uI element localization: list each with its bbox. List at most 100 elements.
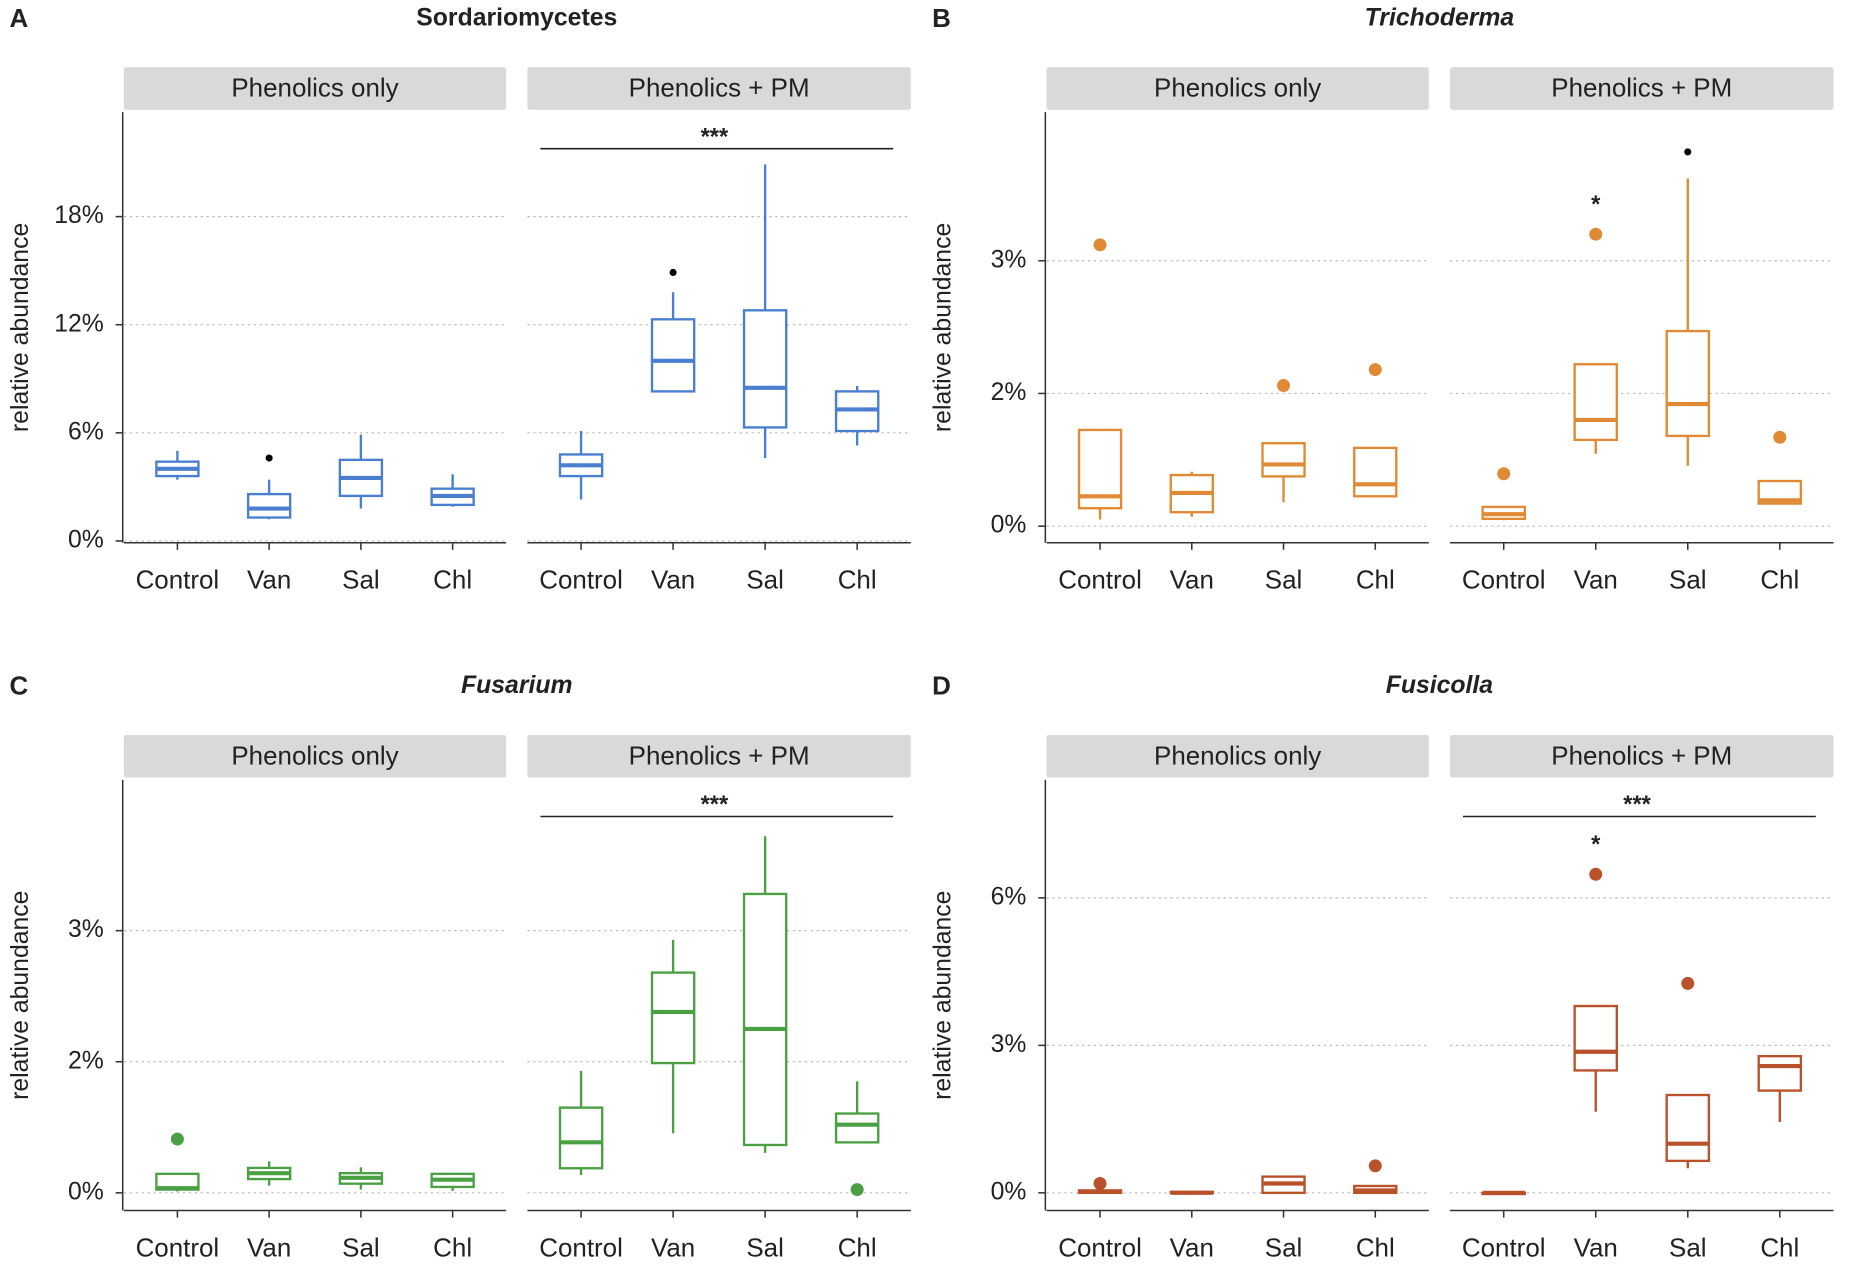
x-tick-label: Chl (1356, 1234, 1395, 1262)
significance-label: *** (701, 791, 729, 817)
facet-label: Phenolics + PM (1551, 75, 1732, 103)
box (1261, 442, 1306, 478)
y-axis-label: relative abundance (929, 891, 956, 1100)
outlier (1589, 227, 1603, 241)
x-tick-label: Sal (1265, 567, 1303, 595)
outlier (669, 268, 677, 277)
facet-strip (527, 67, 911, 110)
x-tick-label: Control (1462, 1234, 1546, 1262)
outlier (265, 454, 273, 462)
y-tick-label: 6% (68, 418, 104, 445)
x-tick-label: Control (136, 567, 220, 595)
facet-strip (527, 735, 911, 778)
box (834, 1112, 880, 1144)
box (650, 318, 696, 393)
y-tick-label: 0% (68, 526, 104, 553)
outlier (1093, 238, 1107, 252)
panel-title: Fusarium (461, 672, 572, 699)
box (1353, 446, 1398, 498)
panel-label: D (932, 673, 951, 701)
x-tick-label: Control (1058, 567, 1142, 595)
y-tick-label: 2% (68, 1047, 104, 1074)
x-tick-label: Chl (433, 1234, 472, 1262)
outlier (1497, 467, 1511, 481)
outlier (1684, 148, 1692, 156)
x-tick-label: Van (247, 567, 291, 595)
y-tick-label: 0% (991, 1178, 1027, 1205)
outlier (1681, 976, 1695, 990)
panel-title: Sordariomycetes (416, 4, 617, 31)
outlier (170, 1132, 184, 1146)
y-tick-label: 0% (991, 512, 1027, 539)
facet-label: Phenolics + PM (629, 742, 810, 770)
y-axis-label: relative abundance (7, 891, 34, 1100)
facet-strip (1450, 735, 1834, 778)
box (742, 892, 788, 1147)
box (1665, 329, 1711, 438)
x-tick-label: Chl (838, 1234, 877, 1262)
facet-label: Phenolics only (231, 75, 398, 103)
outlier (850, 1183, 864, 1197)
facet-strip (123, 67, 507, 110)
facet-label: Phenolics + PM (629, 75, 810, 103)
y-axis-label: relative abundance (7, 223, 34, 432)
x-tick-label: Control (539, 567, 623, 595)
x-tick-label: Control (1058, 1234, 1142, 1262)
x-tick-label: Sal (746, 1234, 784, 1262)
box (246, 492, 292, 519)
facet-strip (1450, 67, 1834, 110)
outlier (1277, 378, 1291, 392)
box (650, 971, 696, 1065)
box (742, 309, 788, 429)
significance-label: * (1591, 831, 1601, 857)
x-tick-label: Control (1462, 567, 1546, 595)
y-tick-label: 6% (991, 883, 1027, 910)
x-tick-label: Sal (1669, 1234, 1707, 1262)
box (1757, 1054, 1803, 1092)
significance-label: *** (1623, 791, 1651, 817)
x-tick-label: Van (1170, 1234, 1214, 1262)
box (558, 1106, 604, 1170)
y-tick-label: 2% (991, 379, 1027, 406)
x-tick-label: Control (136, 1234, 220, 1262)
x-tick-label: Chl (1760, 1234, 1799, 1262)
outlier (1368, 363, 1382, 377)
panel-label: C (10, 673, 29, 701)
outlier (1093, 1177, 1107, 1190)
y-tick-label: 12% (54, 310, 104, 337)
box (1757, 479, 1803, 505)
box (1665, 1093, 1711, 1163)
outlier (1773, 430, 1787, 444)
x-tick-label: Van (1574, 567, 1618, 595)
panel-label: A (10, 5, 29, 33)
x-tick-label: Van (1574, 1234, 1618, 1262)
y-tick-label: 3% (991, 1031, 1027, 1058)
outlier (1368, 1159, 1382, 1173)
x-tick-label: Van (247, 1234, 291, 1262)
panel-title: Fusicolla (1386, 672, 1494, 699)
box (1573, 363, 1619, 442)
x-tick-label: Sal (342, 1234, 380, 1262)
x-tick-label: Sal (1669, 567, 1707, 595)
y-tick-label: 3% (991, 246, 1027, 273)
x-tick-label: Sal (1265, 1234, 1303, 1262)
x-tick-label: Van (651, 1234, 695, 1262)
y-tick-label: 18% (54, 202, 104, 229)
x-tick-label: Sal (342, 567, 380, 595)
panel-label: B (932, 5, 951, 33)
facet-label: Phenolics only (231, 742, 398, 770)
facet-label: Phenolics only (1154, 75, 1321, 103)
x-tick-label: Control (539, 1234, 623, 1262)
facet-strip (123, 735, 507, 778)
x-tick-label: Sal (746, 567, 784, 595)
facet-label: Phenolics only (1154, 742, 1321, 770)
significance-label: * (1591, 191, 1601, 217)
y-tick-label: 0% (68, 1178, 104, 1205)
y-tick-label: 3% (68, 916, 104, 943)
facet-strip (1046, 735, 1429, 778)
x-tick-label: Chl (1356, 567, 1395, 595)
box (1573, 1004, 1619, 1072)
x-tick-label: Chl (838, 567, 877, 595)
